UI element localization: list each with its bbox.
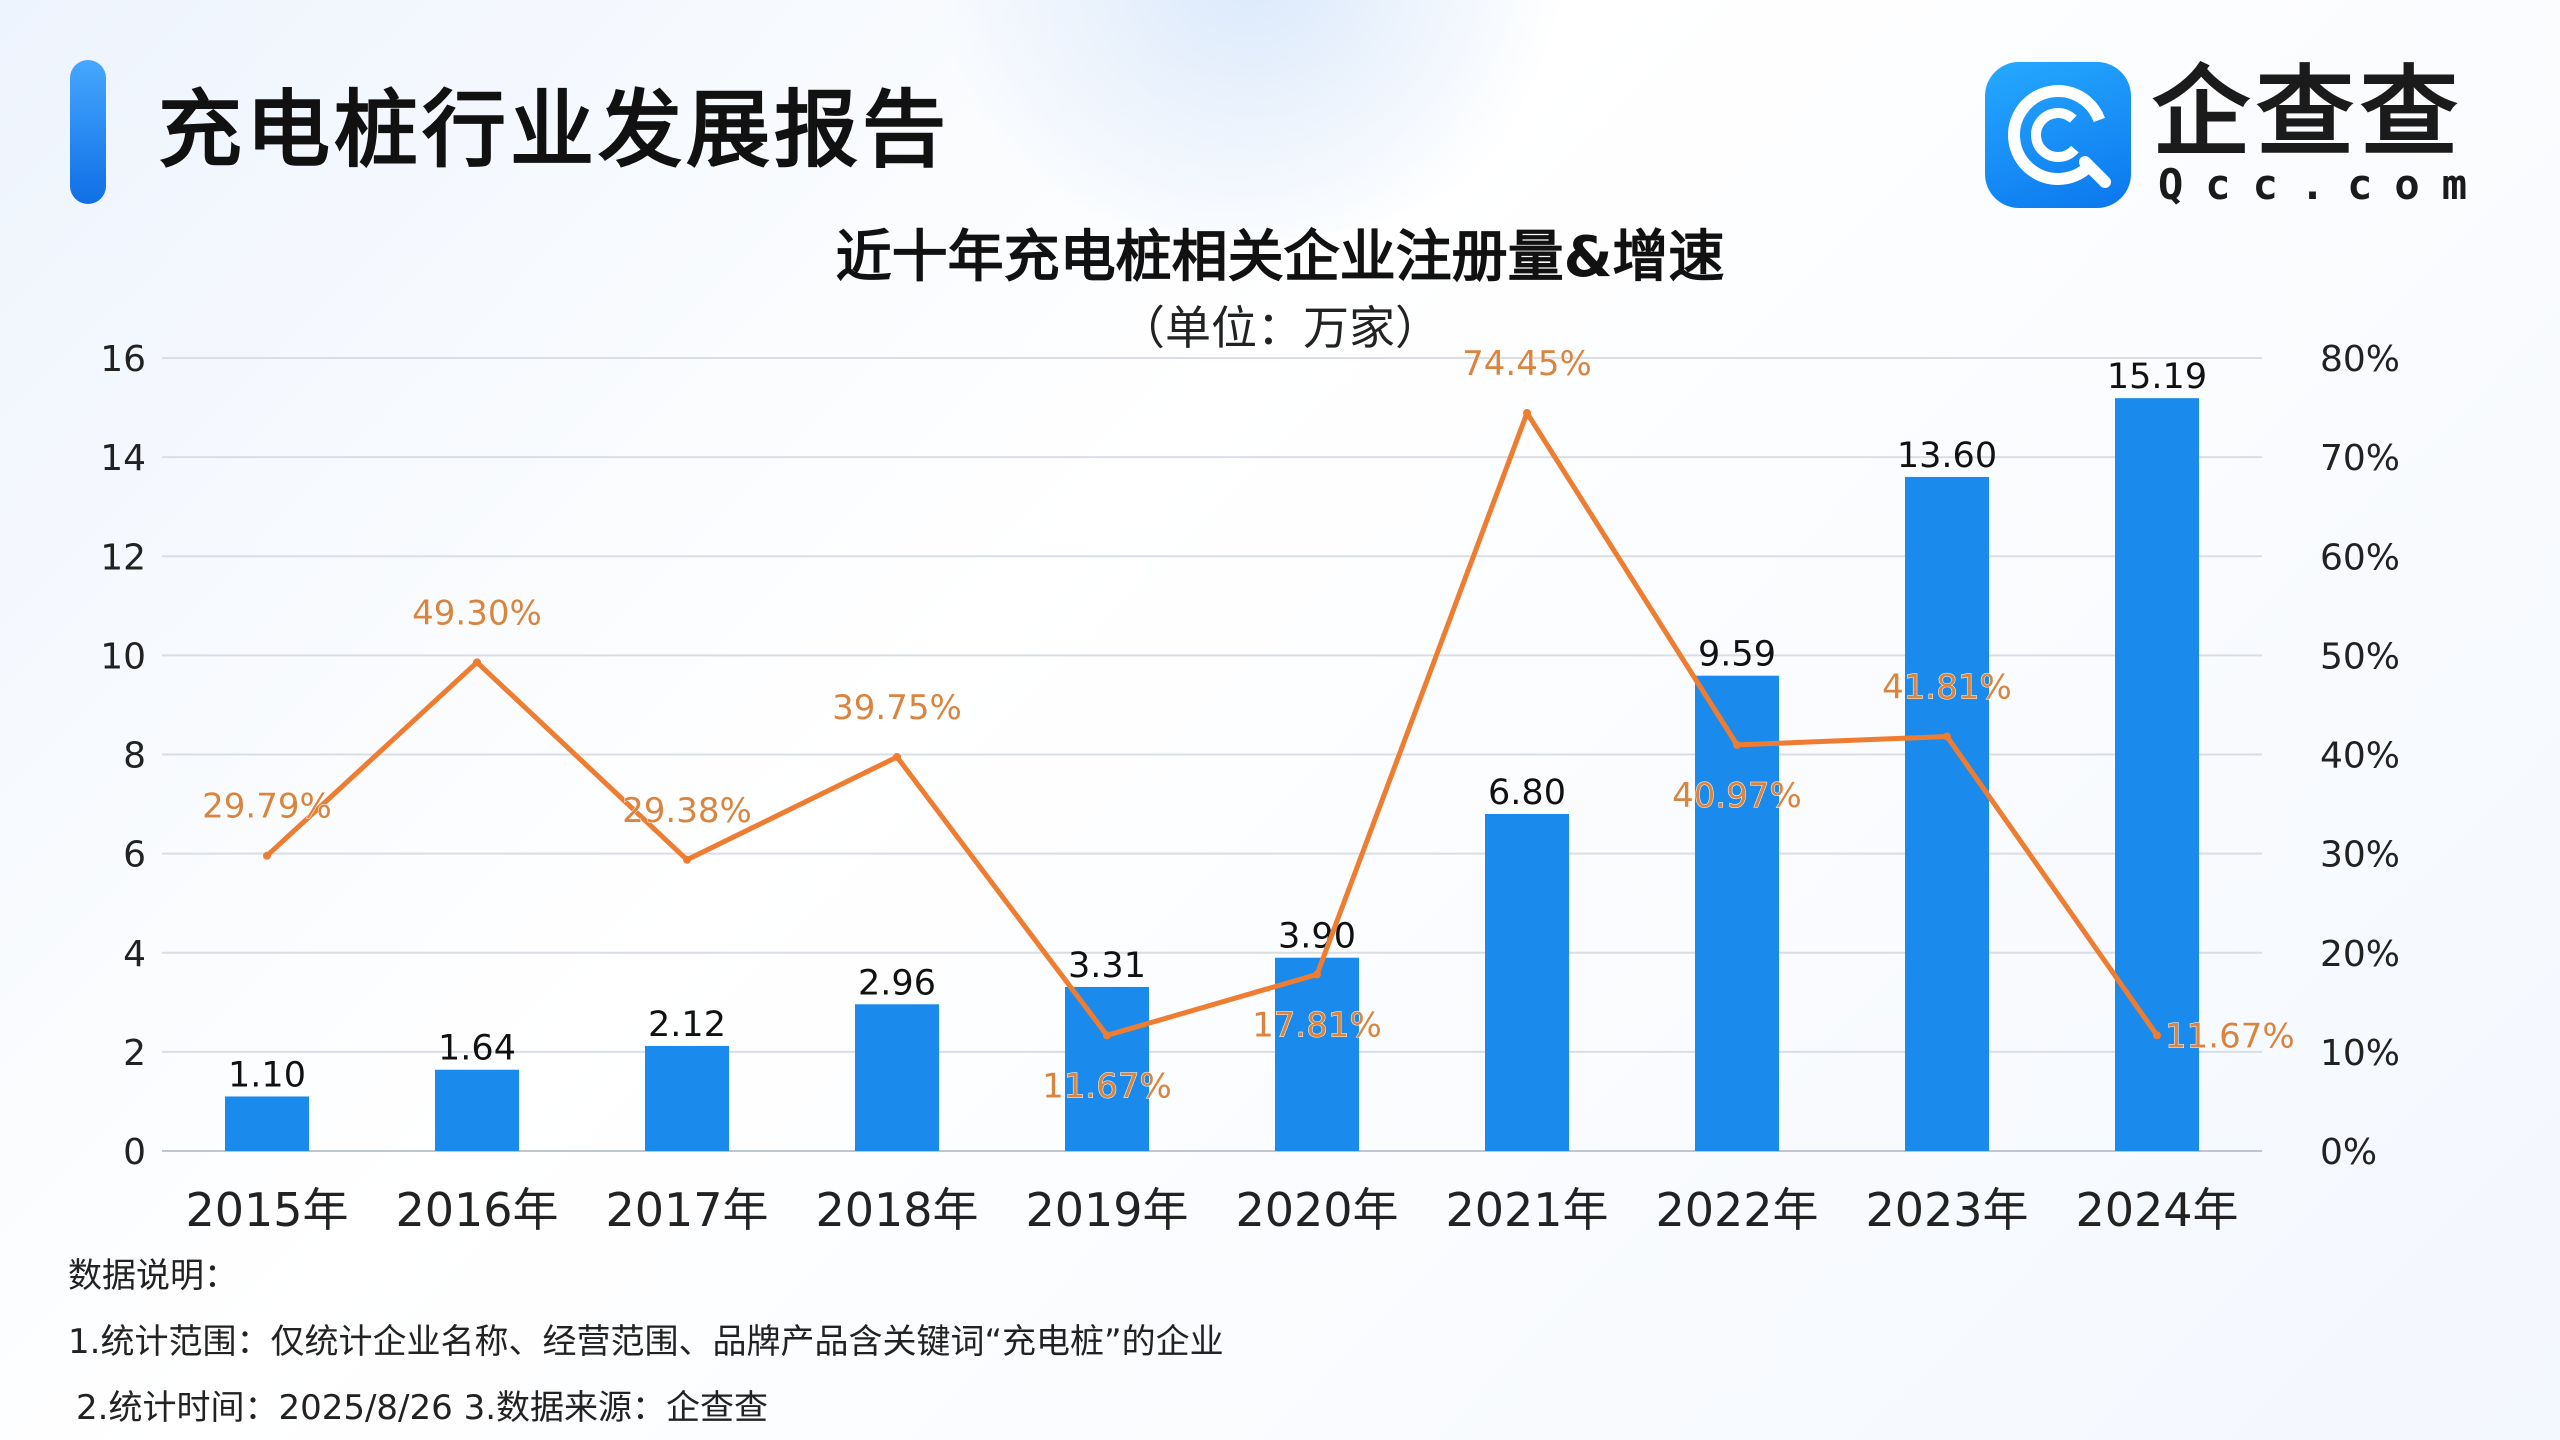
x-axis-tick-label: 2015年 bbox=[185, 1183, 348, 1237]
growth-rate-point bbox=[683, 855, 691, 864]
bar-value-label: 15.19 bbox=[2107, 357, 2207, 397]
right-axis-tick-label: 30% bbox=[2320, 835, 2400, 876]
growth-rate-point bbox=[2153, 1031, 2161, 1040]
growth-rate-point bbox=[1523, 409, 1531, 418]
bar-value-label: 1.64 bbox=[438, 1029, 516, 1069]
left-axis-tick-label: 12 bbox=[100, 537, 146, 578]
growth-rate-point bbox=[893, 752, 901, 761]
growth-rate-label: 17.81% bbox=[1252, 1005, 1382, 1045]
growth-rate-label: 40.97% bbox=[1672, 776, 1802, 816]
bar bbox=[1275, 957, 1359, 1151]
growth-rate-label: 29.38% bbox=[622, 791, 752, 831]
x-axis-tick-label: 2018年 bbox=[815, 1183, 978, 1237]
left-axis-tick-label: 14 bbox=[100, 438, 146, 479]
growth-rate-label: 11.67% bbox=[2165, 1016, 2295, 1056]
right-axis-tick-label: 40% bbox=[2320, 736, 2400, 777]
notes-heading: 数据说明： bbox=[68, 1256, 238, 1296]
x-axis-tick-label: 2023年 bbox=[1865, 1183, 2028, 1237]
bar-value-label: 2.12 bbox=[648, 1005, 726, 1045]
x-axis-tick-label: 2022年 bbox=[1655, 1183, 1818, 1237]
bar bbox=[435, 1069, 519, 1151]
x-axis-tick-label: 2017年 bbox=[605, 1183, 768, 1237]
x-axis-tick-label: 2016年 bbox=[395, 1183, 558, 1237]
left-axis-tick-label: 8 bbox=[123, 736, 146, 777]
logo-subtext: Qcc.com bbox=[2158, 160, 2490, 209]
bar bbox=[1065, 986, 1149, 1151]
left-axis-tick-label: 0 bbox=[123, 1132, 146, 1173]
bar bbox=[645, 1045, 729, 1151]
bar bbox=[225, 1096, 309, 1151]
x-axis-tick-label: 2020年 bbox=[1235, 1183, 1398, 1237]
growth-rate-line bbox=[265, 410, 2160, 1038]
growth-rate-point bbox=[1103, 1031, 1111, 1040]
growth-rate-label: 74.45% bbox=[1462, 344, 1592, 384]
logo-text: 企查查 bbox=[2152, 56, 2465, 170]
right-axis-tick-label: 70% bbox=[2320, 438, 2400, 479]
bar bbox=[855, 1004, 939, 1151]
bar-value-label: 13.60 bbox=[1897, 436, 1997, 476]
bar bbox=[2115, 398, 2199, 1151]
left-axis-tick-label: 4 bbox=[123, 934, 146, 975]
chart-unit-subtitle: （单位：万家） bbox=[1119, 301, 1441, 355]
report-title: 充电桩行业发展报告 bbox=[158, 81, 951, 179]
left-axis-tick-label: 10 bbox=[100, 636, 146, 677]
left-axis-tick-label: 16 bbox=[100, 339, 146, 380]
growth-rate-label: 41.81% bbox=[1882, 668, 2012, 708]
growth-rate-point bbox=[263, 851, 271, 860]
right-axis-tick-label: 50% bbox=[2320, 636, 2400, 677]
bar bbox=[1695, 675, 1779, 1151]
x-axis-tick-label: 2024年 bbox=[2075, 1183, 2238, 1237]
left-axis-tick-label: 6 bbox=[123, 835, 146, 876]
bar-value-label: 6.80 bbox=[1488, 773, 1566, 813]
right-axis-tick-label: 10% bbox=[2320, 1033, 2400, 1074]
note-scope: 1.统计范围：仅统计企业名称、经营范围、品牌产品含关键词“充电桩”的企业 bbox=[68, 1322, 1224, 1362]
x-axis-tick-label: 2019年 bbox=[1025, 1183, 1188, 1237]
bar-value-label: 3.90 bbox=[1278, 917, 1356, 957]
qcc-logo-icon bbox=[1985, 62, 2131, 208]
right-axis-tick-label: 20% bbox=[2320, 934, 2400, 975]
growth-rate-label: 39.75% bbox=[832, 688, 962, 728]
bar-value-label: 2.96 bbox=[858, 963, 936, 1003]
growth-rate-label: 29.79% bbox=[202, 787, 332, 827]
right-axis-tick-label: 60% bbox=[2320, 537, 2400, 578]
bar bbox=[1905, 476, 1989, 1151]
growth-rate-point bbox=[473, 658, 481, 667]
right-axis-tick-label: 80% bbox=[2320, 339, 2400, 380]
bar bbox=[1485, 813, 1569, 1151]
chart-title: 近十年充电桩相关企业注册量&增速 bbox=[835, 225, 1725, 290]
left-axis-tick-label: 2 bbox=[123, 1033, 146, 1074]
bar-value-label: 9.59 bbox=[1698, 635, 1776, 675]
title-accent-bar bbox=[70, 60, 106, 204]
bar-value-label: 1.10 bbox=[228, 1055, 306, 1095]
growth-rate-point bbox=[1943, 732, 1951, 741]
growth-rate-label: 49.30% bbox=[412, 593, 542, 633]
growth-rate-point bbox=[1733, 740, 1741, 749]
right-axis-tick-label: 0% bbox=[2320, 1132, 2377, 1173]
growth-rate-point bbox=[1313, 970, 1321, 979]
note-time-source: 2.统计时间：2025/8/26 3.数据来源：企查查 bbox=[76, 1388, 769, 1428]
x-axis-tick-label: 2021年 bbox=[1445, 1183, 1608, 1237]
bar-value-label: 3.31 bbox=[1068, 946, 1146, 986]
growth-rate-label: 11.67% bbox=[1042, 1066, 1172, 1106]
